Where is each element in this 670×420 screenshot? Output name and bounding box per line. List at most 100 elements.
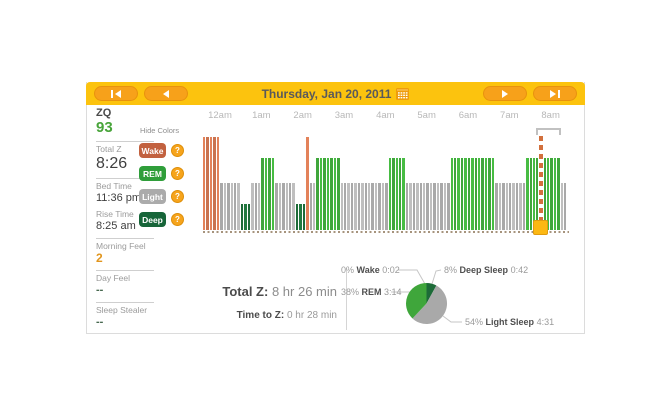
hypnogram-bar-rem [264,158,268,230]
hypnogram-bar-light [275,183,278,230]
date-title[interactable]: Thursday, Jan 20, 2011 [261,86,392,101]
wake-pct: 0% [341,265,355,275]
hypnogram-bar-light [440,183,443,230]
hypnogram-bar-light [563,183,567,230]
bed-time-value: 11:36 pm [96,192,142,204]
hypnogram-bar-rem [330,158,333,230]
legend-button-rem[interactable]: REM [139,166,166,181]
stage-legend: Hide Colors Wake? REM? Light? Deep? [139,126,185,227]
pie-label-deep: 8% Deep Sleep 0:42 [444,265,528,275]
hypnogram-bar-light [364,183,367,230]
rem-pct: 38% [341,287,360,297]
hypnogram-bar-light [378,183,381,230]
previous-day-button[interactable] [144,86,188,101]
legend-item-wake: Wake? [139,143,185,158]
hypnogram-bar-rem [453,158,457,230]
hypnogram-bar-rem [261,158,264,230]
hypnogram-bar-light [282,183,285,230]
previous-triangle-icon [115,89,121,98]
hypnogram-bar-rem [323,158,326,230]
hypnogram-bar-wake [213,137,216,230]
day-feel-section: Day Feel -- [96,271,154,303]
rem-time: 3:14 [384,287,402,297]
light-time: 4:31 [536,317,555,327]
x-axis: 12am 1am 2am 3am 4am 5am 6am 7am 8am [203,110,569,122]
hypnogram-bar-rem [533,158,536,230]
hypnogram-bar-light [357,183,361,230]
x-tick: 4am [376,110,395,121]
zq-label: ZQ [96,107,112,119]
sleep-stealer-label: Sleep Stealer [96,305,148,315]
hypnogram-bar-light [436,183,440,230]
next-day-button[interactable] [483,86,527,101]
hypnogram-bar-light [368,183,371,230]
hypnogram-bar-rem [398,158,402,230]
total-z-label: Total Z [96,144,122,154]
hypnogram-bar-light [419,183,422,230]
time-to-z-summary-value: 0 hr 28 min [286,310,337,321]
skip-to-last-icon [558,89,560,98]
hypnogram-bar-rem [526,158,529,230]
rise-time-value: 8:25 am [96,220,136,232]
hide-colors-label[interactable]: Hide Colors [140,126,180,135]
hypnogram-bar-light [278,183,282,230]
hypnogram-bar-wake [216,137,220,230]
sleep-journal-window: Thursday, Jan 20, 2011 [86,82,585,334]
pie-chart [406,283,448,325]
legend-button-wake[interactable]: Wake [139,143,166,158]
zq-section: ZQ 93 [96,106,154,142]
pie-label-rem: 38% REM 3:14 [341,287,402,297]
hypnogram-bar-wake [209,137,213,230]
legend-button-light[interactable]: Light [139,189,166,204]
pie-slice-rem [406,283,427,319]
sleep-composition-region: 0% Wake 0:02 8% Deep Sleep 0:42 38% REM … [341,260,583,332]
hypnogram-bar-light [340,183,343,230]
x-tick: 12am [208,110,232,121]
hypnogram-bar-light [227,183,230,230]
hypnogram-bar-rem [484,158,488,230]
hypnogram-bar-deep [295,204,299,230]
hypnogram-bar-deep [240,204,244,230]
hypnogram-bar-rem [337,158,340,230]
hypnogram-bar-rem [553,158,557,230]
hypnogram-bar-rem [550,158,553,230]
help-icon-rem[interactable]: ? [171,167,184,180]
total-z-value: 8:26 [96,155,128,172]
day-feel-value: -- [96,284,104,296]
hypnogram-bar-light [412,183,416,230]
bed-time-label: Bed Time [96,181,132,191]
skip-to-last-button[interactable] [533,86,577,101]
hypnogram-bar-rem [388,158,392,230]
time-to-z-summary-label: Time to Z: [236,310,285,321]
hypnogram-bar-rem [460,158,464,230]
summary-divider [346,268,347,330]
hypnogram-bar-light [309,183,312,230]
morning-feel-label: Morning Feel [96,241,146,251]
hypnogram-bar-rem [478,158,481,230]
skip-to-first-button[interactable] [94,86,138,101]
hypnogram-bar-light [498,183,502,230]
hypnogram-bar-rem [536,158,539,230]
hypnogram-bar-light [313,183,316,230]
help-icon-light[interactable]: ? [171,190,184,203]
hypnogram-bar-light [258,183,261,230]
hypnogram-bar-deep [244,204,247,230]
x-tick: 2am [293,110,312,121]
hypnogram-bar-light [233,183,237,230]
hypnogram-bar-deep [302,204,306,230]
hypnogram-bar-rem [268,158,271,230]
legend-button-deep[interactable]: Deep [139,212,166,227]
hypnogram-bar-light [443,183,447,230]
time-cursor-handle[interactable] [533,220,548,235]
hypnogram-bar-rem [471,158,474,230]
hypnogram-bar-light [495,183,498,230]
hypnogram-bar-light [347,183,350,230]
hypnogram-bar-light [285,183,288,230]
help-icon-wake[interactable]: ? [171,144,184,157]
help-icon-deep[interactable]: ? [171,213,184,226]
calendar-icon[interactable] [396,87,410,100]
hypnogram-bar-light [508,183,512,230]
hypnogram-bar-light [288,183,292,230]
x-tick: 3am [334,110,354,121]
hypnogram-bar-light [251,183,254,230]
